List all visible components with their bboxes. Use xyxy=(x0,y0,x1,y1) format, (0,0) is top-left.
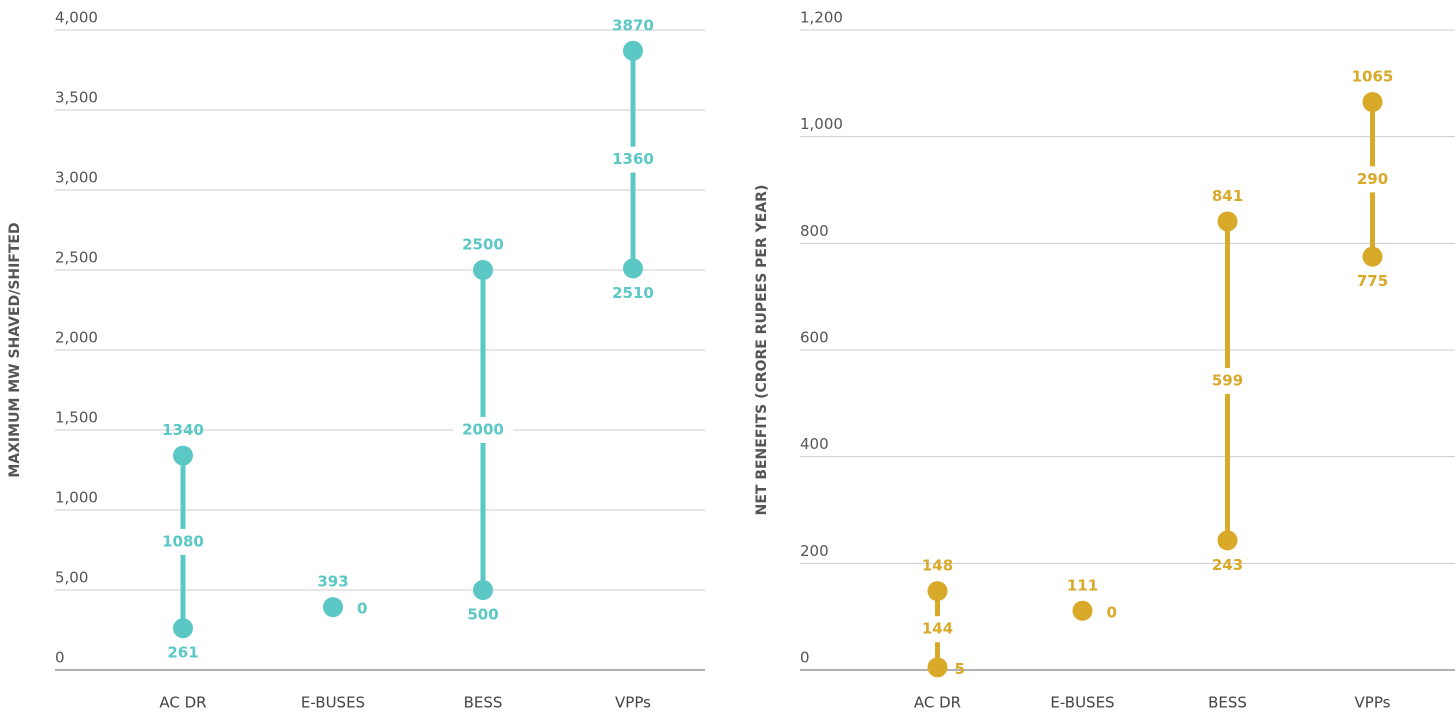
y-tick-label: 600 xyxy=(800,329,829,347)
high-point xyxy=(927,581,948,602)
y-tick-label: 2,500 xyxy=(55,249,98,267)
range-label: 1080 xyxy=(162,532,204,550)
y-tick-label: 0 xyxy=(55,649,65,667)
range-label: 1360 xyxy=(612,150,654,168)
low-point xyxy=(1217,530,1238,551)
high-point xyxy=(623,40,643,61)
range-label: 0 xyxy=(357,600,367,618)
y-tick-label: 0 xyxy=(800,649,810,667)
y-tick-label: 200 xyxy=(800,542,829,560)
range-label: 0 xyxy=(1107,603,1117,621)
label-bg xyxy=(453,417,513,443)
range-label: 599 xyxy=(1212,371,1243,389)
y-tick-label: 3,000 xyxy=(55,169,98,187)
y-tick-label: 1,500 xyxy=(55,409,98,427)
y-axis-title: MAXIMUM MW SHAVED/SHIFTED xyxy=(7,222,23,477)
low-label: 775 xyxy=(1357,272,1388,290)
high-point xyxy=(173,445,193,466)
range-label: 290 xyxy=(1357,170,1388,188)
y-tick-label: 4,000 xyxy=(55,9,98,27)
range-label: 144 xyxy=(922,620,953,638)
high-point xyxy=(323,597,343,618)
low-point xyxy=(1362,246,1383,267)
y-tick-label: 400 xyxy=(800,435,829,453)
range-label: 2000 xyxy=(462,421,504,439)
x-tick-label: AC DR xyxy=(159,694,206,712)
y-tick-label: 1,000 xyxy=(800,115,843,133)
high-label: 1340 xyxy=(162,421,204,439)
label-bg xyxy=(603,146,663,173)
low-label: 500 xyxy=(467,606,498,624)
high-label: 111 xyxy=(1067,576,1098,594)
low-label: 243 xyxy=(1212,556,1243,574)
x-tick-label: BESS xyxy=(1208,694,1247,712)
high-point xyxy=(473,260,493,280)
y-tick-label: 1,000 xyxy=(55,489,98,507)
low-point xyxy=(173,618,193,639)
low-point xyxy=(623,258,643,279)
high-label: 2500 xyxy=(462,236,504,254)
label-bg xyxy=(1342,166,1403,193)
low-label: 261 xyxy=(167,644,198,662)
high-label: 393 xyxy=(317,573,348,591)
high-label: 841 xyxy=(1212,187,1243,205)
high-label: 148 xyxy=(922,557,953,575)
y-tick-label: 1,200 xyxy=(800,9,843,27)
y-tick-label: 3,500 xyxy=(55,89,98,107)
high-label: 3870 xyxy=(612,16,654,34)
x-tick-label: VPPs xyxy=(1355,694,1391,712)
x-tick-label: VPPs xyxy=(615,694,651,712)
y-tick-label: 2,000 xyxy=(55,329,98,347)
x-tick-label: E-BUSES xyxy=(301,694,365,712)
x-tick-label: AC DR xyxy=(914,694,961,712)
high-point xyxy=(1217,211,1238,232)
low-label: 5 xyxy=(955,660,965,678)
label-bg xyxy=(153,528,213,555)
low-point xyxy=(927,657,948,678)
y-tick-label: 800 xyxy=(800,222,829,240)
y-axis-title: NET BENEFITS (CRORE RUPEES PER YEAR) xyxy=(754,185,770,516)
label-bg xyxy=(907,616,968,643)
high-point xyxy=(1072,600,1093,621)
x-tick-label: BESS xyxy=(464,694,503,712)
high-point xyxy=(1362,92,1383,112)
low-point xyxy=(473,580,493,600)
high-label: 1065 xyxy=(1352,68,1394,86)
y-tick-label: 5,00 xyxy=(55,569,88,587)
x-tick-label: E-BUSES xyxy=(1050,694,1114,712)
low-label: 2510 xyxy=(612,284,654,302)
label-bg xyxy=(1197,367,1258,394)
